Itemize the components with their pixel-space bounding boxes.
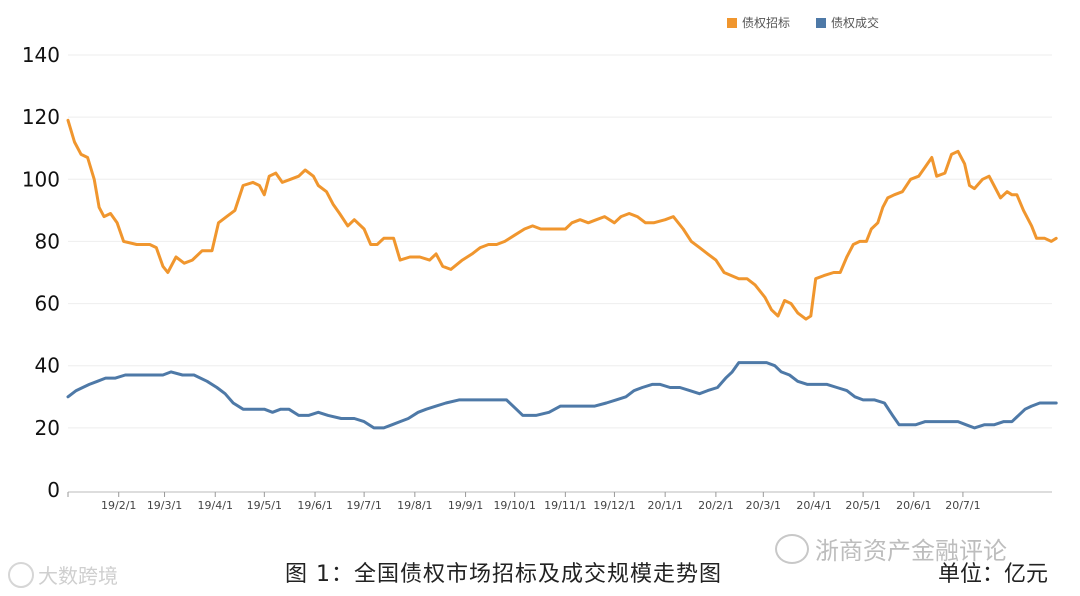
figure-caption: 图 1：全国债权市场招标及成交规模走势图 — [285, 562, 722, 587]
x-tick-label: 19/9/1 — [448, 499, 483, 512]
legend-label-deal: 债权成交 — [831, 16, 880, 30]
x-tick-label: 19/10/1 — [493, 499, 535, 512]
legend: 债权招标 债权成交 — [727, 14, 879, 31]
x-tick-label: 20/5/1 — [845, 499, 880, 512]
gridlines — [68, 54, 1052, 429]
legend-swatch-tender — [727, 17, 737, 28]
series-group — [66, 118, 1058, 430]
x-tick-label: 20/1/1 — [647, 499, 682, 512]
y-tick-label: 140 — [22, 43, 60, 67]
x-tick-label: 19/6/1 — [297, 499, 332, 512]
legend-item-deal: 债权成交 — [816, 14, 879, 31]
y-tick-label: 120 — [22, 105, 60, 129]
x-tick-label: 19/7/1 — [346, 499, 381, 512]
x-tick-label: 20/4/1 — [796, 499, 831, 512]
x-tick-label: 20/2/1 — [698, 499, 733, 512]
y-tick-label: 0 — [47, 478, 60, 502]
watermark-right-text: 浙商资产金融评论 — [815, 537, 1007, 565]
x-tick-label: 20/7/1 — [945, 499, 980, 512]
y-tick-label: 80 — [35, 229, 60, 253]
y-tick-label: 20 — [35, 416, 60, 440]
legend-swatch-deal — [816, 17, 827, 28]
unit-label: 单位：亿元 — [938, 562, 1049, 587]
wechat-logo-icon — [775, 533, 809, 564]
x-tick-label: 19/3/1 — [147, 499, 182, 512]
weibo-logo-icon — [8, 561, 34, 588]
watermark-left-text: 大数跨境 — [38, 564, 118, 588]
x-tick-label: 19/8/1 — [397, 499, 432, 512]
x-tick-label: 19/12/1 — [593, 499, 635, 512]
series-line-tender — [66, 118, 1058, 321]
y-tick-label: 100 — [22, 167, 60, 191]
y-tick-label: 40 — [35, 354, 60, 378]
x-tick-label: 19/2/1 — [101, 499, 136, 512]
x-tick-label: 19/4/1 — [198, 499, 233, 512]
x-tick-label: 20/3/1 — [746, 499, 781, 512]
x-tick-label: 19/5/1 — [247, 499, 282, 512]
legend-label-tender: 债权招标 — [742, 16, 791, 30]
x-tick-label: 19/11/1 — [544, 499, 586, 512]
x-axis: 19/2/1 19/3/1 19/4/1 19/5/1 19/6/1 19/7/1 19/8… — [67, 491, 1052, 512]
watermark-right: 浙商资产金融评论 — [775, 531, 1007, 566]
y-axis: 0 20 40 60 80 100 120 140 — [22, 43, 60, 502]
x-tick-label: 20/6/1 — [896, 499, 931, 512]
legend-item-tender: 债权招标 — [727, 14, 790, 31]
series-line-deal — [66, 361, 1058, 430]
watermark-left: 大数跨境 — [8, 560, 118, 589]
y-tick-label: 60 — [35, 292, 60, 316]
